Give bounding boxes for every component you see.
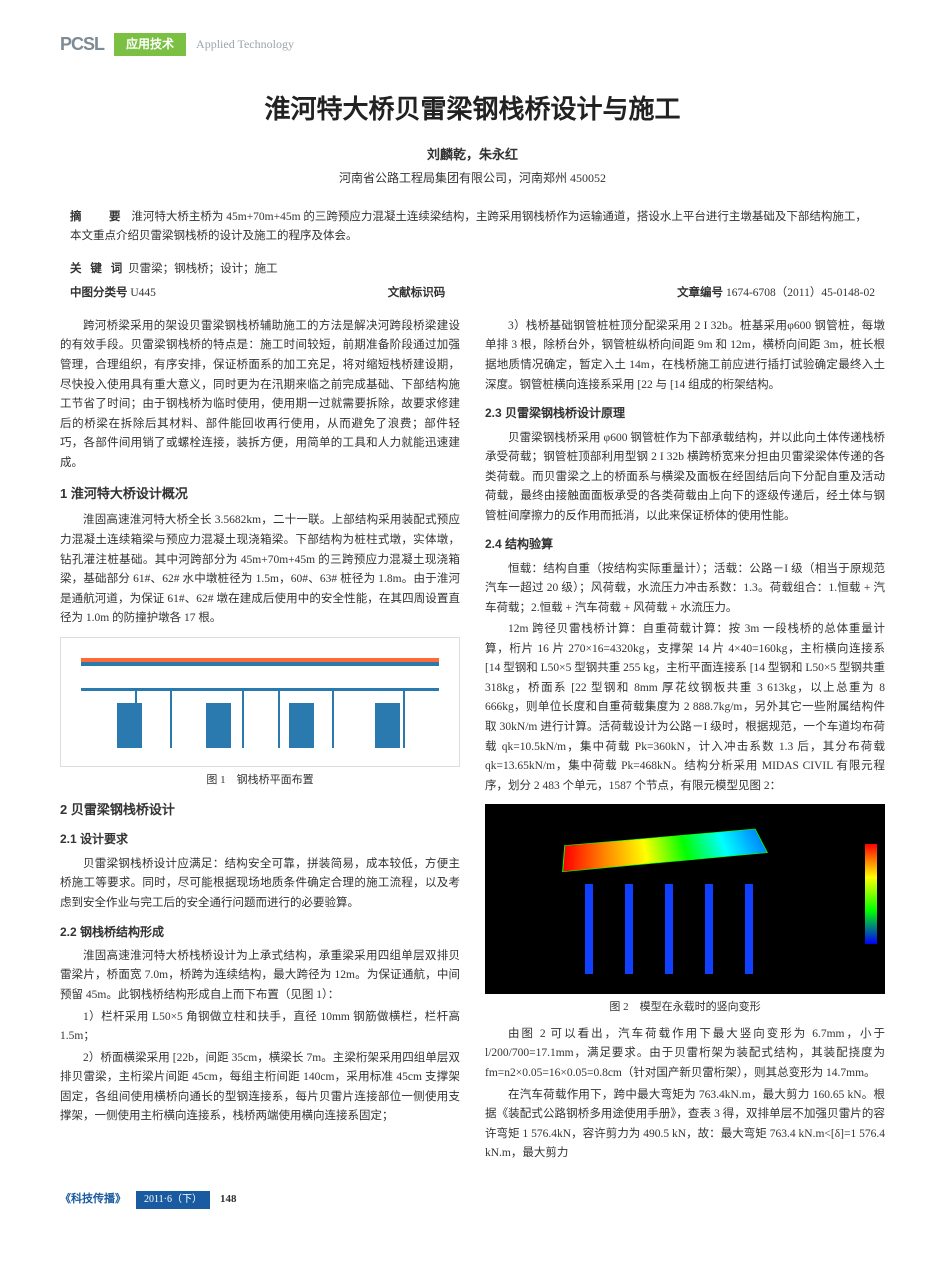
section-2-2-p3: 2）桥面横梁采用 [22b，间距 35cm，横梁长 7m。主梁桁架采用四组单层双… bbox=[60, 1049, 460, 1127]
clc: 中图分类号 U445 bbox=[70, 284, 156, 302]
pier bbox=[206, 703, 231, 748]
doc-code: 文献标识码 bbox=[388, 284, 446, 302]
article-title: 淮河特大桥贝雷梁钢栈桥设计与施工 bbox=[60, 89, 885, 131]
section-2-4-title: 2.4 结构验算 bbox=[485, 534, 885, 554]
section-2-4-p4: 在汽车荷载作用下，跨中最大弯矩为 763.4kN.m，最大剪力 160.65 k… bbox=[485, 1086, 885, 1164]
section-2-1-p1: 贝雷梁钢栈桥设计应满足：结构安全可靠，拼装简易，成本较低，方便主桥施工等要求。同… bbox=[60, 855, 460, 914]
affiliation: 河南省公路工程局集团有限公司，河南郑州 450052 bbox=[60, 169, 885, 188]
article-id-label: 文章编号 bbox=[677, 287, 723, 299]
fem-pier bbox=[585, 884, 593, 974]
footer-journal: 《科技传播》 bbox=[60, 1191, 126, 1209]
fem-pier bbox=[665, 884, 673, 974]
section-2-title: 2 贝雷梁钢栈桥设计 bbox=[60, 799, 460, 821]
category-badge: 应用技术 bbox=[114, 33, 186, 56]
section-1-title: 1 淮河特大桥设计概况 bbox=[60, 483, 460, 505]
footer-issue: 2011·6（下） bbox=[136, 1191, 210, 1209]
fem-color-legend bbox=[865, 844, 877, 944]
pier bbox=[117, 703, 142, 748]
keywords: 关 键 词 贝雷梁；钢栈桥；设计；施工 bbox=[70, 260, 875, 278]
intro-paragraph: 跨河桥梁采用的架设贝雷梁钢栈桥辅助施工的方法是解决河跨段桥梁建设的有效手段。贝雷… bbox=[60, 317, 460, 473]
section-2-2-title: 2.2 钢栈桥结构形成 bbox=[60, 922, 460, 942]
category-english: Applied Technology bbox=[196, 35, 294, 54]
bridge-truss bbox=[81, 688, 439, 748]
section-2-4-p1: 恒载：结构自重（按结构实际重量计）；活载：公路－I 级（相当于原规范汽车一超过 … bbox=[485, 560, 885, 619]
figure-1-caption: 图 1 钢栈桥平面布置 bbox=[60, 771, 460, 790]
abstract: 摘 要 淮河特大桥主桥为 45m+70m+45m 的三跨预应力混凝土连续梁结构，… bbox=[70, 208, 875, 245]
truss-bar bbox=[135, 688, 137, 748]
figure-1: 图 1 钢栈桥平面布置 bbox=[60, 637, 460, 790]
section-2-4-p2: 12m 跨径贝雷栈桥计算：自重荷载计算：按 3m 一段栈桥的总体重量计算，桁片 … bbox=[485, 620, 885, 796]
affiliation-zip: 450052 bbox=[570, 171, 606, 185]
affiliation-name: 河南省公路工程局集团有限公司，河南郑州 bbox=[339, 171, 567, 185]
doc-code-label: 文献标识码 bbox=[388, 287, 446, 299]
keywords-label: 关 键 词 bbox=[70, 263, 125, 275]
article-id-value: 1674-6708（2011）45-0148-02 bbox=[726, 287, 875, 299]
footer-page: 148 bbox=[220, 1191, 237, 1209]
figure-2: 图 2 模型在永载时的竖向变形 bbox=[485, 804, 885, 1017]
section-1-p1: 淮固高速淮河特大桥全长 3.5682km，二十一联。上部结构采用装配式预应力混凝… bbox=[60, 511, 460, 628]
paper-page: PCSL 应用技术 Applied Technology 淮河特大桥贝雷梁钢栈桥… bbox=[0, 0, 945, 1229]
authors: 刘麟乾，朱永红 bbox=[60, 145, 885, 166]
section-2-3-p1: 贝雷梁钢栈桥采用 φ600 钢管桩作为下部承载结构，并以此向土体传递栈桥承受荷载… bbox=[485, 429, 885, 527]
fem-pier bbox=[745, 884, 753, 974]
bridge-diagram-image bbox=[60, 637, 460, 767]
truss-bar bbox=[170, 688, 172, 748]
logo: PCSL bbox=[60, 30, 104, 59]
truss-bar bbox=[332, 688, 334, 748]
section-2-2-p4: 3）栈桥基础钢管桩桩顶分配梁采用 2 I 32b。桩基采用φ600 钢管桩，每墩… bbox=[485, 317, 885, 395]
fem-deck bbox=[562, 829, 768, 873]
section-2-3-title: 2.3 贝雷梁钢栈桥设计原理 bbox=[485, 403, 885, 423]
section-2-2-p2: 1）栏杆采用 L50×5 角钢做立柱和扶手，直径 10mm 钢筋做横栏，栏杆高 … bbox=[60, 1008, 460, 1047]
figure-2-caption: 图 2 模型在永载时的竖向变形 bbox=[485, 998, 885, 1017]
fem-pier bbox=[705, 884, 713, 974]
section-2-2-p1: 淮固高速淮河特大桥栈桥设计为上承式结构，承重梁采用四组单层双排贝雷梁片，桥面宽 … bbox=[60, 947, 460, 1006]
clc-value: U445 bbox=[130, 287, 156, 299]
truss-bar bbox=[242, 688, 244, 748]
truss-bar bbox=[278, 688, 280, 748]
fem-pier bbox=[625, 884, 633, 974]
fem-render-image bbox=[485, 804, 885, 994]
section-2-4-p3: 由图 2 可以看出，汽车荷载作用下最大竖向变形为 6.7mm，小于 l/200/… bbox=[485, 1025, 885, 1084]
pier bbox=[375, 703, 400, 748]
bridge-deck-top bbox=[81, 658, 439, 666]
left-column: 跨河桥梁采用的架设贝雷梁钢栈桥辅助施工的方法是解决河跨段桥梁建设的有效手段。贝雷… bbox=[60, 317, 460, 1166]
meta-row: 中图分类号 U445 文献标识码 文章编号 1674-6708（2011）45-… bbox=[70, 284, 875, 302]
pier bbox=[289, 703, 314, 748]
abstract-text: 淮河特大桥主桥为 45m+70m+45m 的三跨预应力混凝土连续梁结构，主跨采用… bbox=[70, 211, 867, 241]
content-columns: 跨河桥梁采用的架设贝雷梁钢栈桥辅助施工的方法是解决河跨段桥梁建设的有效手段。贝雷… bbox=[60, 317, 885, 1166]
section-2-1-title: 2.1 设计要求 bbox=[60, 829, 460, 849]
footer: 《科技传播》 2011·6（下） 148 bbox=[60, 1191, 885, 1209]
right-column: 3）栈桥基础钢管桩桩顶分配梁采用 2 I 32b。桩基采用φ600 钢管桩，每墩… bbox=[485, 317, 885, 1166]
header-bar: PCSL 应用技术 Applied Technology bbox=[60, 30, 885, 59]
clc-label: 中图分类号 bbox=[70, 287, 128, 299]
keywords-text: 贝雷梁；钢栈桥；设计；施工 bbox=[128, 263, 278, 275]
abstract-label: 摘 要 bbox=[70, 211, 129, 223]
article-id: 文章编号 1674-6708（2011）45-0148-02 bbox=[677, 284, 875, 302]
truss-bar bbox=[403, 688, 405, 748]
